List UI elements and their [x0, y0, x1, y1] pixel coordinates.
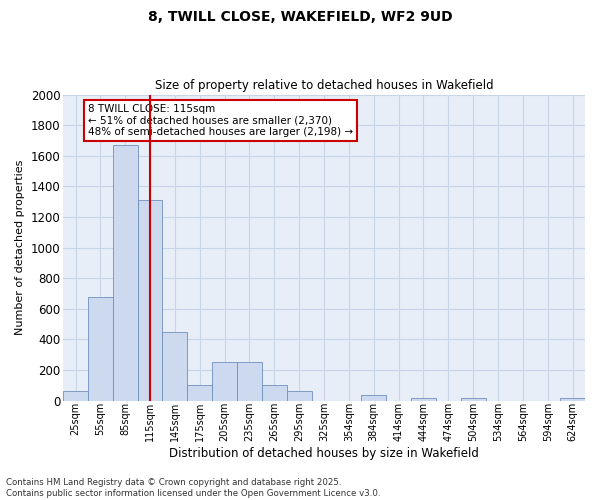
Bar — [163, 332, 187, 400]
Bar — [287, 392, 311, 400]
Bar — [262, 386, 287, 400]
Bar — [88, 296, 113, 401]
Bar — [361, 396, 386, 400]
X-axis label: Distribution of detached houses by size in Wakefield: Distribution of detached houses by size … — [169, 447, 479, 460]
Bar — [212, 362, 237, 401]
Bar — [187, 386, 212, 400]
Bar — [461, 398, 485, 400]
Bar — [63, 392, 88, 400]
Bar — [560, 398, 585, 400]
Bar — [411, 398, 436, 400]
Text: 8, TWILL CLOSE, WAKEFIELD, WF2 9UD: 8, TWILL CLOSE, WAKEFIELD, WF2 9UD — [148, 10, 452, 24]
Bar — [137, 200, 163, 400]
Text: 8 TWILL CLOSE: 115sqm
← 51% of detached houses are smaller (2,370)
48% of semi-d: 8 TWILL CLOSE: 115sqm ← 51% of detached … — [88, 104, 353, 137]
Bar — [113, 145, 137, 401]
Title: Size of property relative to detached houses in Wakefield: Size of property relative to detached ho… — [155, 79, 493, 92]
Bar — [237, 362, 262, 401]
Y-axis label: Number of detached properties: Number of detached properties — [15, 160, 25, 336]
Text: Contains HM Land Registry data © Crown copyright and database right 2025.
Contai: Contains HM Land Registry data © Crown c… — [6, 478, 380, 498]
